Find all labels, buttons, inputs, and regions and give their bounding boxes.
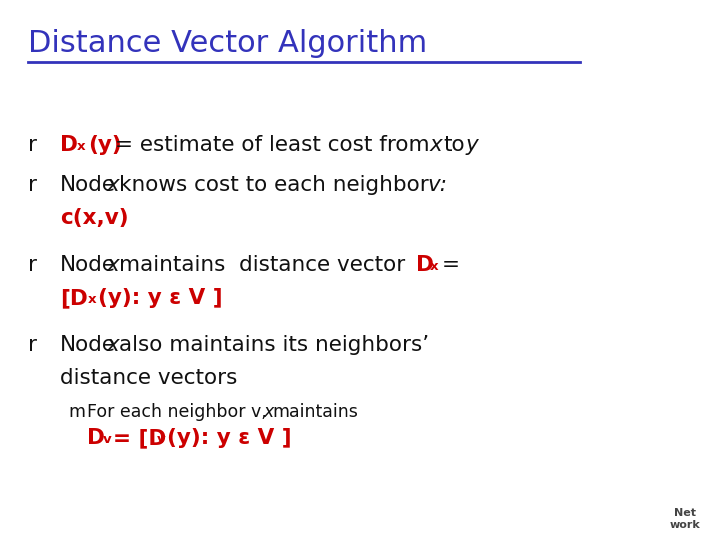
Text: = [D: = [D: [113, 428, 166, 448]
Text: Distance Vector Algorithm: Distance Vector Algorithm: [28, 29, 427, 58]
Text: also maintains its neighbors’: also maintains its neighbors’: [119, 335, 429, 355]
Text: r: r: [28, 175, 37, 195]
Text: x: x: [77, 140, 86, 153]
Text: knows cost to each neighbor: knows cost to each neighbor: [119, 175, 428, 195]
Text: D: D: [87, 428, 105, 448]
Text: (y): (y): [88, 135, 122, 155]
Text: x: x: [430, 260, 438, 273]
Text: c(x,v): c(x,v): [60, 208, 129, 228]
Text: Net
work: Net work: [670, 508, 700, 530]
Text: maintains  distance vector: maintains distance vector: [119, 255, 405, 275]
Text: = estimate of least cost from: = estimate of least cost from: [115, 135, 430, 155]
Text: r: r: [28, 255, 37, 275]
Text: x: x: [430, 135, 443, 155]
Text: Node: Node: [60, 175, 116, 195]
Text: (y): y ε V ]: (y): y ε V ]: [98, 288, 222, 308]
Text: [D: [D: [60, 288, 88, 308]
Text: v: v: [157, 433, 166, 446]
Text: x: x: [88, 293, 96, 306]
Text: x: x: [263, 403, 274, 421]
Text: x: x: [107, 255, 120, 275]
Text: distance vectors: distance vectors: [60, 368, 238, 388]
Text: x: x: [107, 335, 120, 355]
Text: y: y: [466, 135, 479, 155]
Text: D: D: [416, 255, 434, 275]
Text: (y): y ε V ]: (y): y ε V ]: [167, 428, 292, 448]
Text: v: v: [103, 433, 112, 446]
Text: maintains: maintains: [272, 403, 358, 421]
Text: x: x: [107, 175, 120, 195]
Text: Node: Node: [60, 335, 116, 355]
Text: D: D: [60, 135, 78, 155]
Text: r: r: [28, 335, 37, 355]
Text: Node: Node: [60, 255, 116, 275]
Text: For each neighbor v,: For each neighbor v,: [87, 403, 266, 421]
Text: r: r: [28, 135, 37, 155]
Text: m: m: [68, 403, 85, 421]
Text: to: to: [443, 135, 464, 155]
Text: =: =: [442, 255, 460, 275]
Text: v:: v:: [427, 175, 447, 195]
